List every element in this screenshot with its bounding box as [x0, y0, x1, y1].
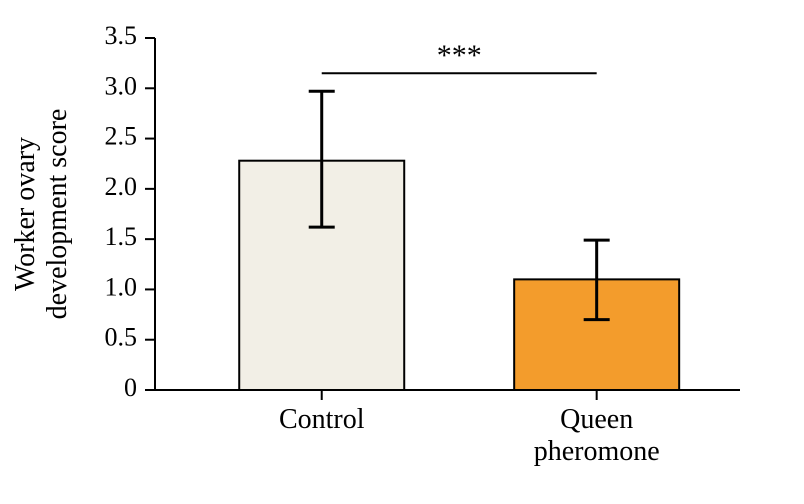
ytick-label: 1.0	[105, 272, 138, 301]
category-label: Control	[279, 404, 365, 435]
ytick-label: 0	[124, 373, 137, 402]
svg-text:Worker ovary: Worker ovary	[10, 137, 41, 291]
chart-container: 0 0.5 1.0 1.5 2.0 2.5 3.0 3.5 Control Queenpherom…	[0, 0, 804, 504]
category-label: Queen	[560, 404, 633, 435]
ytick-label: 1.5	[105, 222, 138, 251]
ytick-label: 2.0	[105, 172, 138, 201]
significance-label: ***	[437, 39, 482, 72]
ytick-label: 3.0	[105, 71, 138, 100]
ytick-label: 0.5	[105, 323, 138, 352]
svg-text:development score: development score	[42, 109, 73, 320]
y-axis-label: Worker ovarydevelopment score	[10, 109, 73, 320]
bar-chart: 0 0.5 1.0 1.5 2.0 2.5 3.0 3.5 Control Queenpherom…	[0, 0, 804, 504]
ytick-label: 3.5	[105, 21, 138, 50]
category-label: pheromone	[534, 436, 660, 467]
ytick-label: 2.5	[105, 122, 138, 151]
